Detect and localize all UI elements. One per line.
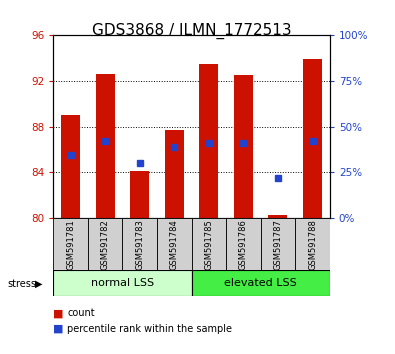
Bar xyxy=(192,218,226,271)
Text: GSM591784: GSM591784 xyxy=(170,219,179,270)
Text: percentile rank within the sample: percentile rank within the sample xyxy=(67,324,232,333)
Text: stress: stress xyxy=(8,279,37,289)
Text: GSM591782: GSM591782 xyxy=(101,219,110,270)
Bar xyxy=(122,218,157,271)
Bar xyxy=(88,218,122,271)
Text: GSM591783: GSM591783 xyxy=(135,219,144,270)
Bar xyxy=(130,171,149,218)
Bar xyxy=(303,59,322,218)
Text: count: count xyxy=(67,308,95,318)
Text: GSM591785: GSM591785 xyxy=(204,219,213,270)
Bar xyxy=(269,215,288,218)
Bar xyxy=(261,218,295,271)
Bar xyxy=(199,64,218,218)
Text: GSM591781: GSM591781 xyxy=(66,219,75,270)
Bar xyxy=(53,218,88,271)
Bar xyxy=(165,130,184,218)
Bar xyxy=(61,115,80,218)
Bar xyxy=(53,270,192,296)
Text: normal LSS: normal LSS xyxy=(91,278,154,288)
Text: elevated LSS: elevated LSS xyxy=(224,278,297,288)
Text: GSM591786: GSM591786 xyxy=(239,219,248,270)
Text: GDS3868 / ILMN_1772513: GDS3868 / ILMN_1772513 xyxy=(92,23,292,39)
Text: GSM591787: GSM591787 xyxy=(273,219,282,270)
Text: GSM591788: GSM591788 xyxy=(308,219,317,270)
Text: ■: ■ xyxy=(53,308,64,318)
Bar xyxy=(234,75,253,218)
Bar xyxy=(226,218,261,271)
Text: ▶: ▶ xyxy=(35,279,42,289)
Bar xyxy=(295,218,330,271)
Bar xyxy=(192,270,330,296)
Bar xyxy=(157,218,192,271)
Bar xyxy=(96,74,115,218)
Text: ■: ■ xyxy=(53,324,64,333)
